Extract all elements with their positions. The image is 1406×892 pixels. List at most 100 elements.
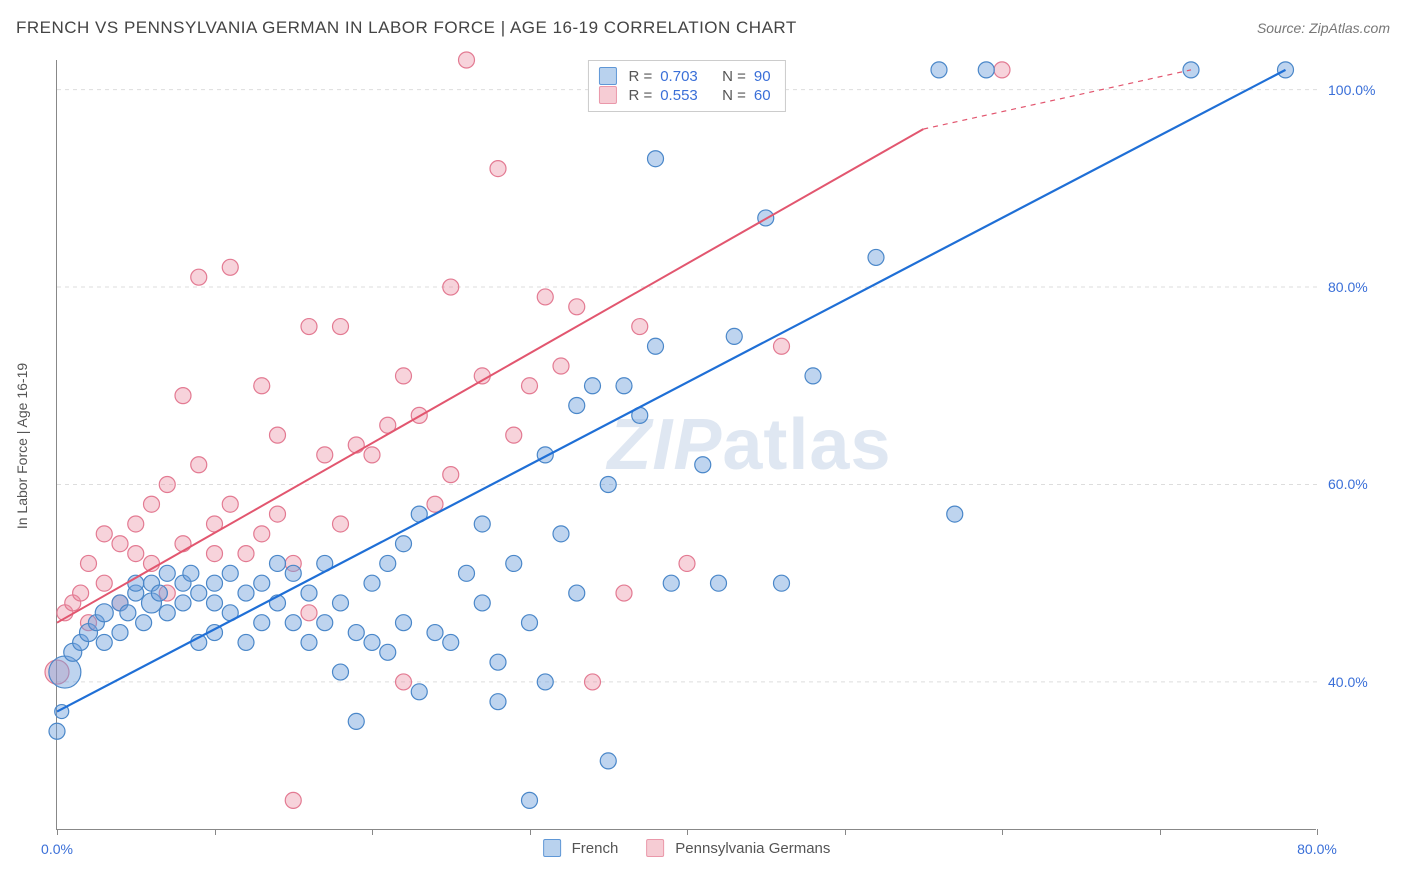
data-point — [805, 368, 821, 384]
data-point — [994, 62, 1010, 78]
data-point — [96, 634, 112, 650]
data-point — [159, 565, 175, 581]
series-legend: French Pennsylvania Germans — [543, 839, 831, 857]
data-point — [947, 506, 963, 522]
data-point — [396, 615, 412, 631]
y-tick-label: 40.0% — [1328, 674, 1388, 690]
chart-svg — [57, 60, 1316, 829]
data-point — [978, 62, 994, 78]
data-point — [537, 289, 553, 305]
swatch-penn — [598, 86, 616, 104]
data-point — [396, 536, 412, 552]
data-point — [459, 565, 475, 581]
data-point — [553, 526, 569, 542]
swatch-french-icon — [543, 839, 561, 857]
n-label: N = — [722, 87, 746, 104]
data-point — [569, 299, 585, 315]
data-point — [663, 575, 679, 591]
data-point — [522, 792, 538, 808]
x-tick — [1002, 829, 1003, 835]
legend-row-french: R = 0.703 N = 90 — [598, 67, 770, 85]
data-point — [285, 565, 301, 581]
data-point — [301, 634, 317, 650]
x-tick — [57, 829, 58, 835]
r-label: R = — [628, 87, 652, 104]
r-value-french: 0.703 — [660, 68, 698, 85]
data-point — [348, 713, 364, 729]
data-point — [238, 546, 254, 562]
data-point — [128, 546, 144, 562]
data-point — [490, 654, 506, 670]
data-point — [364, 634, 380, 650]
data-point — [396, 674, 412, 690]
x-tick — [1160, 829, 1161, 835]
x-tick — [687, 829, 688, 835]
data-point — [285, 792, 301, 808]
data-point — [254, 575, 270, 591]
data-point — [120, 605, 136, 621]
data-point — [112, 536, 128, 552]
data-point — [238, 634, 254, 650]
correlation-legend: R = 0.703 N = 90 R = 0.553 N = 60 — [587, 60, 785, 112]
y-tick-label: 60.0% — [1328, 476, 1388, 492]
data-point — [317, 615, 333, 631]
x-tick — [1317, 829, 1318, 835]
data-point — [648, 338, 664, 354]
n-label: N = — [722, 68, 746, 85]
data-point — [333, 319, 349, 335]
data-point — [380, 644, 396, 660]
data-point — [183, 565, 199, 581]
plot-area: ZIPatlas 40.0%60.0%80.0%100.0% 0.0%80.0%… — [56, 60, 1316, 830]
swatch-penn-icon — [646, 839, 664, 857]
trend-line — [57, 129, 923, 623]
x-tick-label: 0.0% — [41, 841, 73, 857]
y-tick-label: 100.0% — [1328, 82, 1388, 98]
data-point — [191, 585, 207, 601]
data-point — [569, 585, 585, 601]
data-point — [711, 575, 727, 591]
data-point — [443, 634, 459, 650]
data-point — [537, 674, 553, 690]
data-point — [333, 516, 349, 532]
data-point — [585, 378, 601, 394]
data-point — [136, 615, 152, 631]
trend-line — [57, 70, 1286, 712]
data-point — [364, 575, 380, 591]
data-point — [474, 595, 490, 611]
data-point — [695, 457, 711, 473]
data-point — [175, 595, 191, 611]
data-point — [364, 447, 380, 463]
n-value-penn: 60 — [754, 87, 771, 104]
data-point — [112, 625, 128, 641]
n-value-french: 90 — [754, 68, 771, 85]
data-point — [348, 625, 364, 641]
data-point — [774, 338, 790, 354]
data-point — [301, 585, 317, 601]
data-point — [317, 447, 333, 463]
data-point — [222, 496, 238, 512]
r-value-penn: 0.553 — [660, 87, 698, 104]
data-point — [270, 506, 286, 522]
chart-header: FRENCH VS PENNSYLVANIA GERMAN IN LABOR F… — [16, 18, 1390, 38]
legend-row-penn: R = 0.553 N = 60 — [598, 86, 770, 104]
x-tick-label: 80.0% — [1297, 841, 1337, 857]
data-point — [443, 467, 459, 483]
data-point — [333, 664, 349, 680]
data-point — [380, 555, 396, 571]
data-point — [207, 546, 223, 562]
data-point — [553, 358, 569, 374]
x-tick — [845, 829, 846, 835]
data-point — [411, 684, 427, 700]
data-point — [868, 249, 884, 265]
chart-title: FRENCH VS PENNSYLVANIA GERMAN IN LABOR F… — [16, 18, 797, 38]
data-point — [774, 575, 790, 591]
data-point — [222, 565, 238, 581]
x-tick — [215, 829, 216, 835]
x-tick — [372, 829, 373, 835]
data-point — [522, 615, 538, 631]
legend-label-french: French — [572, 840, 619, 857]
data-point — [490, 161, 506, 177]
data-point — [396, 368, 412, 384]
data-point — [443, 279, 459, 295]
r-label: R = — [628, 68, 652, 85]
